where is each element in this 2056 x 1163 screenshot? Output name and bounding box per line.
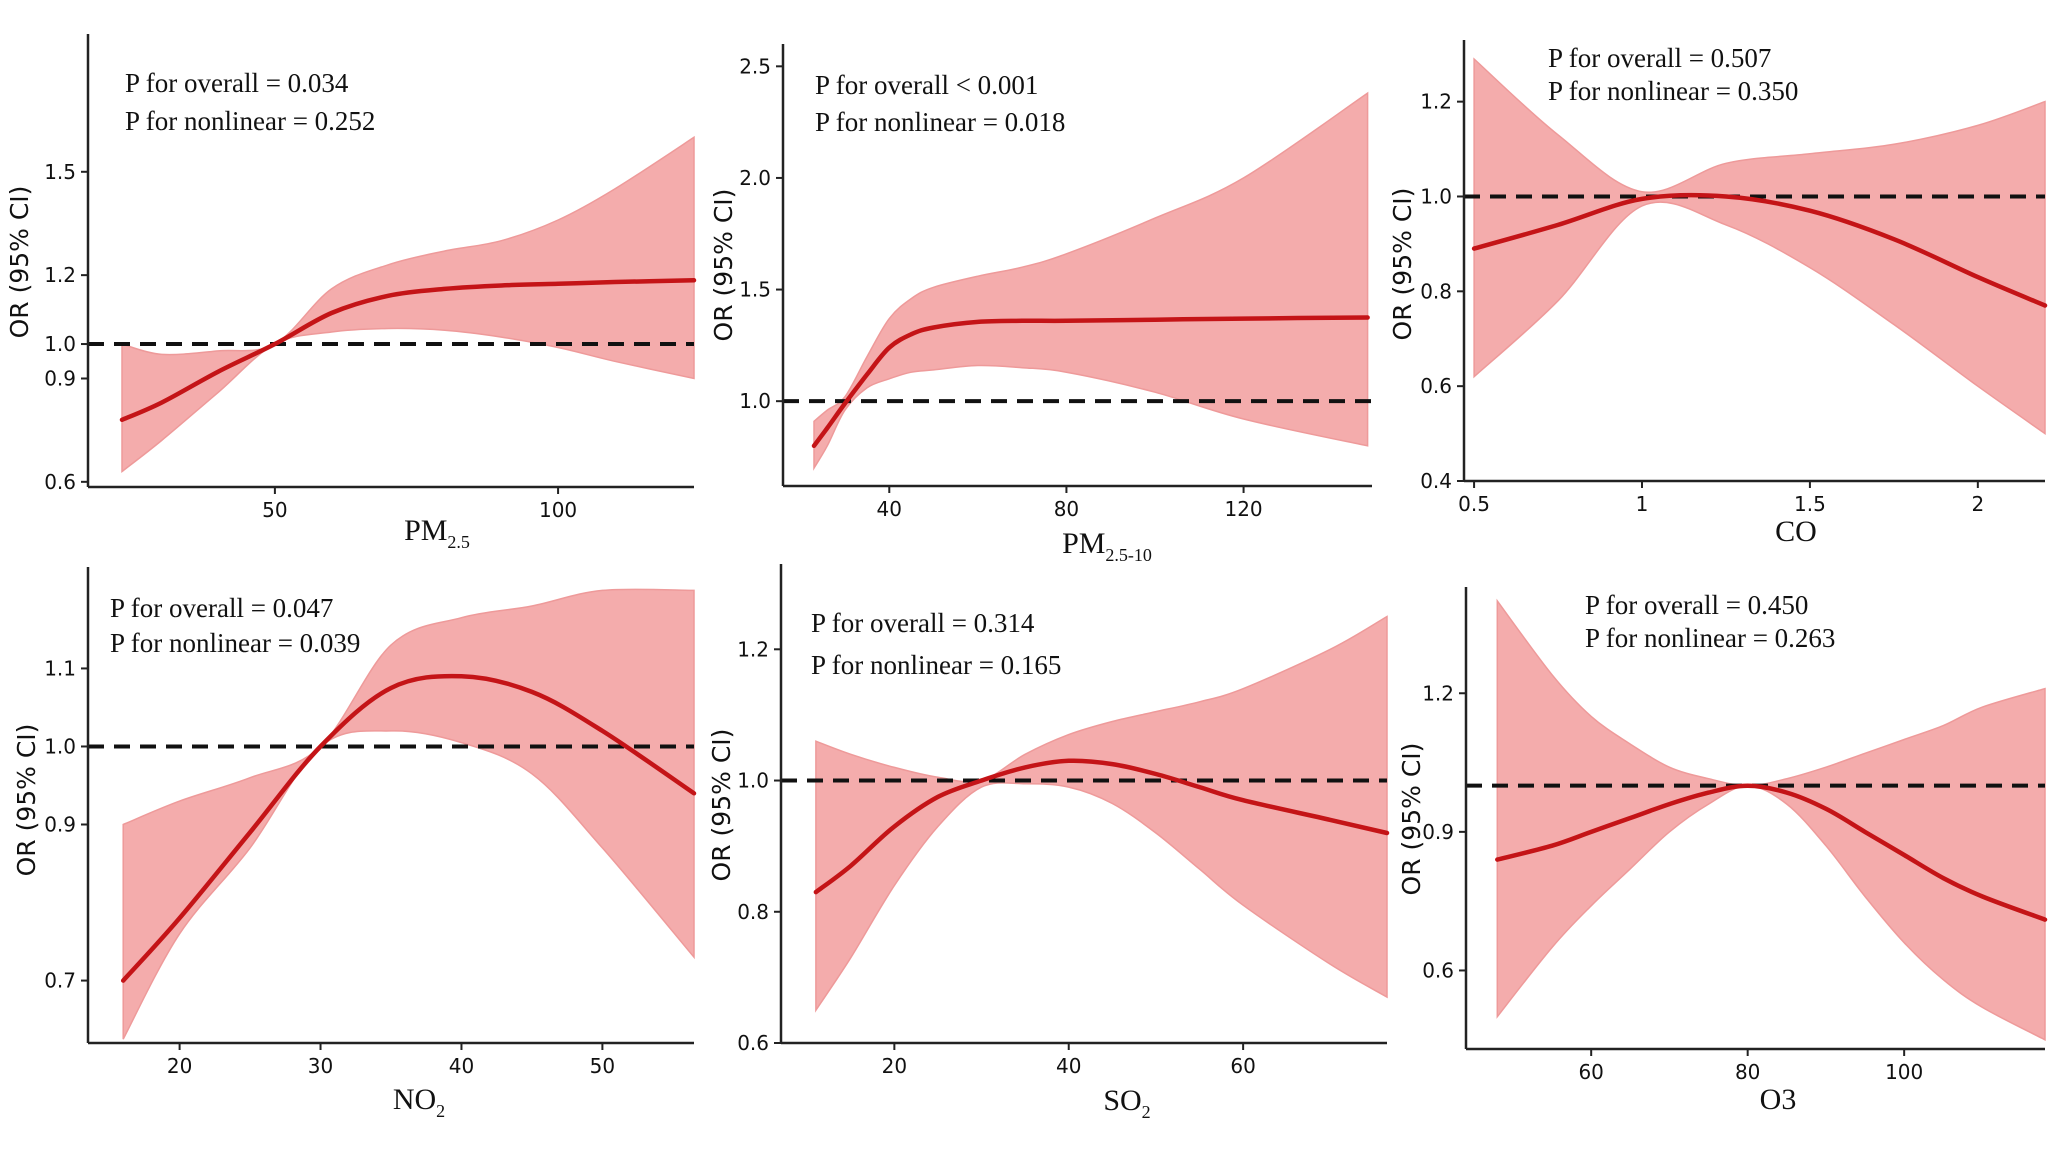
p-value-annotation: P for nonlinear = 0.252 (125, 106, 375, 136)
panel-co: 0.4 0.6 0.8 1.0 1.2 0.5 1 1.5 2 OR (95% CI) CO P fo… (1388, 40, 2048, 548)
p-value-annotation: P for nonlinear = 0.039 (110, 628, 360, 658)
p-value-annotation: P for nonlinear = 0.018 (815, 107, 1065, 137)
x-tick-label: 20 (882, 1054, 907, 1078)
x-axis-label: CO (1775, 515, 1817, 548)
y-tick-label: 0.4 (1420, 469, 1452, 493)
y-tick-label: 0.8 (737, 900, 769, 924)
y-axis-label: OR (95% CI) (1388, 188, 1417, 341)
estimate-curve (120, 673, 697, 983)
y-tick-label: 0.9 (44, 366, 76, 390)
confidence-band (1496, 598, 2046, 1042)
x-tick-label: 60 (1578, 1060, 1603, 1084)
y-axis-label: OR (95% CI) (1397, 743, 1426, 896)
y-tick-label: 2.5 (739, 54, 771, 78)
panel-o3: 0.6 0.9 1.2 60 80 100 OR (95% CI) O3 P for overa… (1397, 587, 2048, 1116)
confidence-band (121, 135, 695, 474)
y-tick-label: 1.0 (739, 389, 771, 413)
x-tick-label: 60 (1230, 1054, 1255, 1078)
x-tick-label: 1 (1636, 492, 1649, 516)
p-value-annotation: P for overall < 0.001 (815, 70, 1038, 100)
y-tick-label: 1.2 (1420, 90, 1452, 114)
y-tick-label: 0.8 (1420, 279, 1452, 303)
y-tick-label: 0.6 (737, 1031, 769, 1055)
p-value-annotation: P for overall = 0.507 (1548, 43, 1771, 73)
panel-no2: 0.7 0.9 1.0 1.1 20 30 40 50 OR (95% CI) NO2 P for … (12, 567, 697, 1121)
x-tick-label: 20 (167, 1054, 192, 1078)
y-tick-label: 0.6 (1420, 374, 1452, 398)
x-tick-label: 50 (262, 498, 287, 522)
y-tick-label: 1.2 (44, 263, 76, 287)
y-tick-label: 1.0 (1420, 184, 1452, 208)
y-axis-label: OR (95% CI) (12, 724, 41, 877)
y-tick-label: 1.5 (739, 278, 771, 302)
p-value-annotation: P for overall = 0.314 (811, 608, 1035, 638)
y-axis-label: OR (95% CI) (707, 729, 736, 882)
x-axis-label: NO2 (393, 1083, 445, 1121)
p-value-annotation: P for overall = 0.450 (1585, 590, 1808, 620)
x-axis-label: PM2.5 (404, 514, 470, 552)
p-value-annotation: P for nonlinear = 0.350 (1548, 76, 1798, 106)
estimate-curve (1495, 783, 2048, 922)
confidence-band (1473, 57, 2046, 436)
p-value-annotation: P for nonlinear = 0.165 (811, 650, 1061, 680)
panel-pm25_10: 1.0 1.5 2.0 2.5 40 80 120 OR (95% CI) PM2.5-10 P … (709, 44, 1372, 565)
x-tick-label: 1.5 (1794, 492, 1826, 516)
y-tick-label: 0.7 (44, 969, 76, 993)
x-tick-label: 40 (877, 497, 902, 521)
y-tick-label: 1.5 (44, 160, 76, 184)
x-axis-label: O3 (1760, 1083, 1797, 1116)
estimate-curve (813, 758, 1390, 895)
confidence-band (813, 91, 1369, 471)
y-tick-label: 1.0 (737, 769, 769, 793)
x-tick-label: 80 (1054, 497, 1079, 521)
y-tick-label: 1.0 (44, 734, 76, 758)
y-tick-label: 0.6 (44, 470, 76, 494)
estimate-curve (811, 315, 1370, 449)
x-tick-label: 0.5 (1458, 492, 1490, 516)
x-axis-label: SO2 (1103, 1084, 1150, 1122)
x-tick-label: 30 (308, 1054, 333, 1078)
y-tick-label: 0.9 (44, 813, 76, 837)
x-tick-label: 40 (449, 1054, 474, 1078)
x-tick-label: 100 (539, 498, 577, 522)
y-tick-label: 0.6 (1422, 958, 1454, 982)
y-axis-label: OR (95% CI) (5, 186, 34, 339)
x-tick-label: 120 (1224, 497, 1262, 521)
y-tick-label: 2.0 (739, 166, 771, 190)
panel-pm25: 0.6 0.9 1.0 1.2 1.5 50 100 OR (95% CI) PM2.5 P fo… (5, 34, 697, 552)
estimate-curve (1471, 192, 2048, 308)
y-tick-label: 1.0 (44, 332, 76, 356)
x-tick-label: 80 (1735, 1060, 1760, 1084)
y-tick-label: 1.1 (44, 656, 76, 680)
y-tick-label: 0.9 (1422, 820, 1454, 844)
x-tick-label: 2 (1971, 492, 1984, 516)
estimate-curve (119, 278, 697, 423)
x-axis-label: PM2.5-10 (1062, 527, 1152, 565)
x-tick-label: 40 (1056, 1054, 1081, 1078)
panel-so2: 0.6 0.8 1.0 1.2 20 40 60 OR (95% CI) SO2 P for ov… (707, 564, 1390, 1122)
x-tick-label: 50 (590, 1054, 615, 1078)
p-value-annotation: P for overall = 0.034 (125, 68, 349, 98)
p-value-annotation: P for overall = 0.047 (110, 593, 333, 623)
y-tick-label: 1.2 (737, 637, 769, 661)
y-tick-label: 1.2 (1422, 681, 1454, 705)
y-axis-label: OR (95% CI) (709, 189, 738, 342)
x-tick-label: 100 (1885, 1060, 1923, 1084)
p-value-annotation: P for nonlinear = 0.263 (1585, 623, 1835, 653)
